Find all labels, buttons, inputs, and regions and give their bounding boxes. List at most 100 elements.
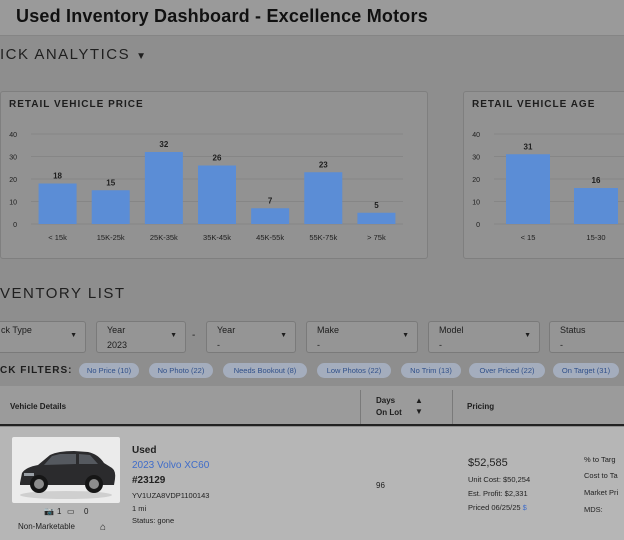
retail-price-title: RETAIL VEHICLE PRICE (9, 99, 144, 110)
chip-no-photo[interactable]: No Photo (22) (149, 363, 213, 378)
bar (357, 212, 396, 224)
vehicle-condition: Used (132, 445, 157, 456)
chevron-down-icon: ▼ (280, 332, 287, 339)
chip-no-price[interactable]: No Price (10) (79, 363, 139, 378)
days-on-lot-value: 96 (376, 481, 385, 490)
bar (574, 188, 618, 224)
chip-over-priced[interactable]: Over Priced (22) (469, 363, 545, 378)
tag-icon[interactable]: ⌂ (100, 522, 107, 533)
col-days-label[interactable]: Days (376, 396, 396, 405)
year-from-label: Year (107, 325, 126, 335)
bar (506, 154, 550, 224)
model-filter[interactable]: Model - ▼ (428, 321, 540, 353)
make-value: - (317, 340, 320, 350)
retail-price-card: RETAIL VEHICLE PRICE 0 10 20 30 40 18 < 15k 15 1… (0, 91, 428, 259)
make-filter[interactable]: Make - ▼ (306, 321, 418, 353)
y-tick-label: 40 (9, 132, 17, 139)
quick-filters-label: CK FILTERS: (0, 365, 73, 376)
video-icon: ▭ (67, 507, 75, 516)
price-value: $52,585 (468, 457, 508, 469)
col-vehicle-details[interactable]: Vehicle Details (10, 402, 67, 411)
marketable-status: Non-Marketable (18, 522, 75, 531)
data-label: 18 (53, 172, 62, 181)
chip-needs-bookout[interactable]: Needs Bookout (8) (223, 363, 307, 378)
x-tick-label: < 15 (521, 233, 536, 242)
caret-down-icon: ▼ (136, 51, 148, 62)
col-on-lot-label[interactable]: On Lot (376, 408, 402, 417)
make-label: Make (317, 325, 340, 335)
page-title: Used Inventory Dashboard - Excellence Mo… (16, 6, 428, 26)
y-tick-label: 20 (9, 177, 17, 184)
chip-on-target[interactable]: On Target (31) (553, 363, 619, 378)
stock-type-label: ck Type (1, 325, 32, 335)
header-bar: Used Inventory Dashboard - Excellence Mo… (0, 0, 624, 36)
status-filter[interactable]: Status - (549, 321, 624, 353)
x-tick-label: 55K-75k (309, 233, 337, 242)
est-profit: Est. Profit: $2,331 (468, 489, 528, 498)
model-label: Model (439, 325, 464, 335)
x-tick-label: 25K-35k (150, 233, 178, 242)
priced-date: Priced 06/25/25 $ (468, 503, 527, 512)
model-value: - (439, 340, 442, 350)
chevron-down-icon: ▼ (170, 332, 177, 339)
x-tick-label: > 75k (367, 233, 386, 242)
status-label: Status (560, 325, 586, 335)
chip-no-trim[interactable]: No Trim (13) (401, 363, 461, 378)
chevron-down-icon: ▼ (524, 332, 531, 339)
bar (251, 208, 290, 224)
column-divider (360, 390, 361, 424)
retail-age-chart: 0 10 20 30 40 31 < 15 16 15-30 (472, 132, 624, 242)
bar (38, 183, 77, 224)
vehicle-status: Status: gone (132, 516, 175, 525)
year-from-filter[interactable]: Year 2023 ▼ (96, 321, 186, 353)
bar (91, 190, 130, 224)
x-tick-label: 15K-25k (97, 233, 125, 242)
sort-up-icon[interactable]: ▲ (415, 396, 423, 405)
retail-age-title: RETAIL VEHICLE AGE (472, 99, 596, 110)
y-tick-label: 0 (476, 222, 480, 229)
stock-type-filter[interactable]: ck Type ▼ (0, 321, 86, 353)
column-divider (452, 390, 453, 424)
y-tick-label: 20 (472, 177, 480, 184)
video-count: 0 (84, 507, 89, 516)
y-tick-label: 10 (472, 200, 480, 207)
status-value: - (560, 340, 563, 350)
bar (144, 152, 183, 224)
data-label: 5 (374, 201, 379, 210)
y-tick-label: 40 (472, 132, 480, 139)
data-label: 32 (159, 140, 168, 149)
priced-date-text: Priced 06/25/25 (468, 503, 521, 512)
y-tick-label: 10 (9, 200, 17, 207)
year-to-value: - (217, 340, 220, 350)
chip-low-photos[interactable]: Low Photos (22) (317, 363, 391, 378)
data-label: 23 (319, 160, 328, 169)
vehicle-name-link[interactable]: 2023 Volvo XC60 (132, 460, 210, 471)
y-tick-label: 30 (9, 155, 17, 162)
unit-cost: Unit Cost: $50,254 (468, 475, 531, 484)
inventory-heading: VENTORY LIST (0, 285, 126, 302)
year-to-label: Year (217, 325, 236, 335)
data-label: 15 (106, 178, 115, 187)
data-label: 16 (592, 176, 601, 185)
x-tick-label: 15-30 (586, 233, 605, 242)
col-pricing[interactable]: Pricing (467, 402, 495, 411)
table-header: Vehicle Details Days On Lot ▲ ▼ Pricing (0, 386, 624, 426)
analytics-heading[interactable]: ICK ANALYTICS ▼ (0, 46, 148, 63)
sort-down-icon[interactable]: ▼ (415, 407, 423, 416)
table-row[interactable]: 📷 1 ▭ 0 Non-Marketable ⌂ Used 2023 Volvo… (0, 427, 624, 540)
year-to-filter[interactable]: Year - ▼ (206, 321, 296, 353)
vehicle-photo[interactable] (12, 437, 120, 503)
year-range-separator: - (192, 330, 196, 341)
metric-mds: MDS: (584, 505, 603, 514)
photo-count: 1 (57, 507, 62, 516)
data-label: 26 (213, 154, 222, 163)
price-history-link[interactable]: $ (522, 503, 527, 512)
retail-age-card: RETAIL VEHICLE AGE 0 10 20 30 40 31 < 15 16 15-3… (463, 91, 624, 259)
metric-market-price: Market Pri (584, 488, 619, 497)
y-tick-label: 0 (13, 222, 17, 229)
metric-pct-to-target: % to Targ (584, 455, 616, 464)
chevron-down-icon: ▼ (402, 332, 409, 339)
metric-cost-to-target: Cost to Ta (584, 471, 618, 480)
camera-icon: 📷 (44, 507, 54, 516)
data-label: 31 (524, 142, 533, 151)
